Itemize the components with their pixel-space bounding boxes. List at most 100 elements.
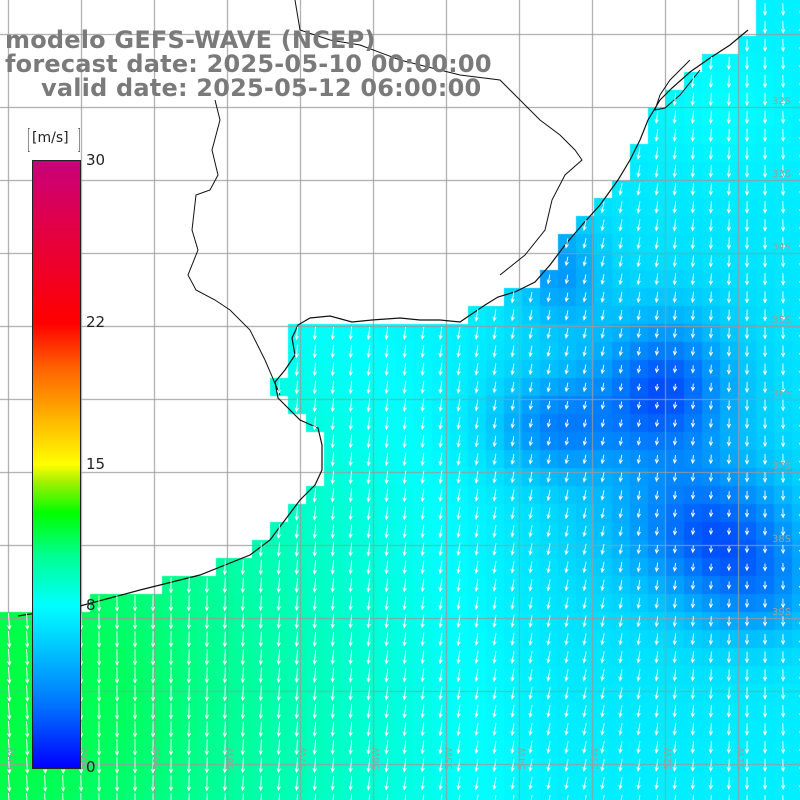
wind-arrow: [780, 291, 786, 304]
wind-arrow: [330, 560, 335, 575]
wind-arrow: [510, 471, 515, 484]
wind-arrow: [672, 723, 677, 736]
wind-arrow: [474, 578, 479, 593]
wind-arrow: [636, 219, 641, 232]
wind-arrow: [61, 775, 66, 792]
wind-arrow: [276, 685, 281, 702]
wind-arrow: [582, 328, 587, 339]
wind-arrow: [168, 703, 174, 720]
wind-arrow: [402, 362, 407, 377]
wind-arrow: [708, 669, 713, 682]
colorbar: [32, 160, 81, 769]
wind-arrow: [78, 775, 84, 792]
wind-arrow: [582, 615, 587, 628]
wind-arrow: [456, 488, 461, 503]
state-border: [294, 0, 583, 276]
wind-arrow: [348, 488, 353, 503]
wind-arrow: [510, 453, 515, 466]
wind-arrow: [276, 757, 281, 774]
wind-arrow: [780, 345, 786, 358]
wind-arrow: [762, 255, 768, 268]
wind-arrow: [294, 542, 299, 557]
wind-arrow: [240, 757, 245, 774]
wind-arrow: [294, 577, 299, 594]
wind-arrow: [654, 509, 660, 518]
wind-arrow: [438, 668, 443, 683]
wind-arrow: [132, 595, 138, 612]
wind-arrow: [474, 596, 479, 611]
wind-arrow: [168, 775, 174, 792]
wind-arrow: [384, 596, 389, 611]
wind-arrow: [618, 183, 623, 196]
wind-arrow: [294, 344, 299, 359]
wind-arrow: [384, 704, 389, 719]
wind-arrow: [690, 633, 695, 646]
valid-date: valid date: 2025-05-12 06:00:00: [41, 74, 482, 102]
wind-arrow: [708, 237, 713, 250]
wind-arrow: [312, 362, 317, 377]
wind-arrow: [7, 630, 12, 649]
wind-arrow: [618, 687, 623, 700]
wind-arrow: [744, 110, 750, 125]
wind-arrow: [366, 470, 371, 485]
wind-arrow: [170, 793, 172, 800]
wind-arrow: [564, 401, 569, 410]
wind-arrow: [204, 685, 210, 702]
wind-arrow: [690, 110, 695, 125]
wind-arrow: [690, 454, 696, 465]
wind-arrow: [366, 326, 371, 341]
wind-arrow: [384, 740, 389, 755]
wind-arrow: [690, 255, 695, 268]
wind-arrow: [7, 720, 12, 739]
wind-arrow: [780, 201, 786, 214]
wind-arrow: [528, 759, 533, 772]
wind-arrow: [132, 757, 138, 774]
wind-arrow: [510, 633, 515, 646]
wind-arrow: [708, 364, 714, 375]
lat-label: 36S: [772, 388, 791, 399]
wind-arrow: [528, 418, 533, 429]
wind-arrow: [654, 111, 659, 124]
wind-arrow: [618, 273, 623, 286]
wind-arrow: [348, 398, 353, 413]
wind-arrow: [690, 146, 695, 161]
wind-arrow: [618, 579, 623, 592]
wind-arrow: [762, 545, 768, 554]
wind-arrow: [438, 704, 443, 719]
wind-arrow: [240, 577, 245, 594]
wind-arrow: [492, 525, 497, 538]
wind-arrow: [708, 509, 714, 518]
wind-arrow: [510, 525, 515, 538]
wind-arrow: [402, 380, 407, 395]
wind-arrow: [384, 524, 389, 539]
wind-arrow: [708, 491, 714, 500]
wind-arrow: [654, 777, 659, 790]
wind-arrow: [672, 651, 677, 664]
wind-arrow: [420, 560, 425, 575]
wind-arrow: [582, 507, 587, 519]
wind-arrow: [384, 614, 389, 629]
wind-arrow: [384, 434, 389, 449]
wind-arrow: [25, 612, 30, 631]
wind-arrow: [420, 614, 425, 629]
wind-arrow: [672, 383, 678, 392]
wind-arrow: [258, 649, 263, 666]
wind-arrow: [654, 687, 659, 700]
wind-arrow: [708, 201, 713, 214]
wind-arrow: [294, 775, 299, 792]
wind-arrow: [186, 775, 192, 792]
wind-arrow: [584, 795, 587, 800]
wind-arrow: [330, 470, 335, 485]
wind-arrow: [456, 542, 461, 557]
wind-arrow: [672, 128, 677, 143]
wind-arrow: [114, 703, 120, 720]
wind-arrow: [204, 613, 210, 630]
wind-arrow: [672, 92, 677, 107]
wind-arrow: [330, 686, 335, 701]
wind-arrow: [564, 741, 569, 754]
wind-arrow: [582, 651, 587, 664]
wind-arrow: [546, 489, 551, 502]
wind-arrow: [744, 291, 750, 304]
wind-arrow: [780, 110, 786, 125]
